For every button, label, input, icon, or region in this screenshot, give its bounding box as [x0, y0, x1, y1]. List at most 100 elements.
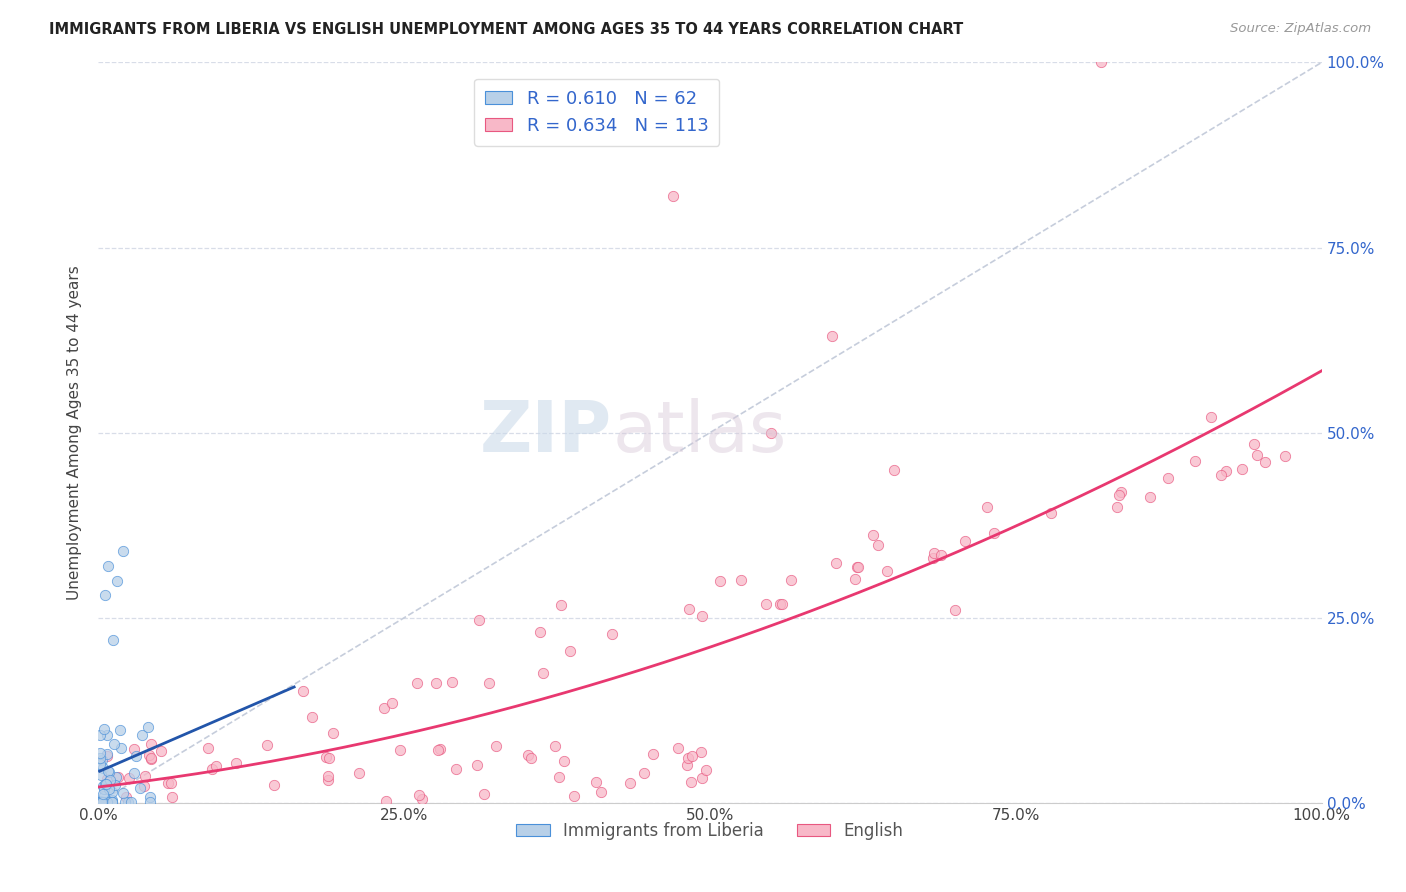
- Point: [408, 788, 430, 802]
- Point: [114, 795, 136, 809]
- Point: [529, 624, 551, 639]
- Point: [769, 597, 792, 611]
- Point: [1243, 437, 1265, 451]
- Point: [862, 528, 884, 542]
- Point: [139, 751, 162, 765]
- Point: [373, 701, 395, 715]
- Point: [225, 756, 247, 770]
- Point: [1105, 500, 1128, 514]
- Point: [1040, 506, 1063, 520]
- Point: [866, 538, 889, 552]
- Point: [591, 785, 613, 799]
- Text: atlas: atlas: [612, 398, 786, 467]
- Point: [1108, 488, 1130, 502]
- Point: [105, 770, 128, 784]
- Point: [953, 533, 976, 548]
- Point: [1184, 454, 1206, 468]
- Point: [472, 787, 495, 801]
- Point: [90, 795, 112, 809]
- Point: [110, 741, 132, 756]
- Point: [676, 758, 699, 772]
- Point: [662, 188, 685, 202]
- Point: [90, 795, 112, 809]
- Point: [929, 548, 952, 562]
- Point: [125, 748, 148, 763]
- Point: [138, 747, 160, 762]
- Point: [256, 738, 278, 752]
- Point: [1139, 490, 1161, 504]
- Point: [709, 574, 731, 588]
- Point: [291, 684, 314, 698]
- Point: [1274, 450, 1296, 464]
- Point: [922, 550, 945, 565]
- Point: [90, 753, 112, 767]
- Point: [560, 643, 582, 657]
- Point: [93, 779, 115, 793]
- Point: [441, 675, 464, 690]
- Point: [97, 764, 120, 778]
- Point: [93, 761, 115, 775]
- Point: [111, 786, 134, 800]
- Point: [89, 795, 111, 809]
- Point: [90, 795, 112, 809]
- Point: [519, 751, 541, 765]
- Point: [544, 739, 567, 754]
- Point: [105, 574, 128, 588]
- Point: [406, 676, 429, 690]
- Point: [924, 545, 946, 559]
- Point: [585, 775, 607, 789]
- Point: [381, 696, 404, 710]
- Point: [93, 782, 115, 797]
- Point: [118, 772, 141, 786]
- Point: [374, 794, 396, 808]
- Point: [315, 749, 337, 764]
- Point: [845, 559, 868, 574]
- Point: [553, 754, 575, 768]
- Point: [465, 758, 488, 772]
- Point: [619, 776, 641, 790]
- Point: [97, 558, 120, 573]
- Point: [770, 597, 793, 611]
- Point: [90, 795, 112, 809]
- Point: [94, 776, 117, 790]
- Point: [156, 776, 179, 790]
- Point: [89, 757, 111, 772]
- Point: [101, 795, 124, 809]
- Point: [96, 728, 118, 742]
- Point: [96, 747, 118, 762]
- Point: [821, 329, 844, 343]
- Point: [681, 774, 703, 789]
- Point: [134, 769, 156, 783]
- Point: [93, 795, 115, 809]
- Point: [1230, 462, 1253, 476]
- Point: [695, 763, 717, 777]
- Point: [122, 765, 145, 780]
- Point: [104, 778, 127, 792]
- Point: [139, 752, 162, 766]
- Point: [1246, 448, 1268, 462]
- Point: [90, 768, 112, 782]
- Point: [132, 779, 155, 793]
- Point: [91, 787, 114, 801]
- Point: [90, 795, 112, 809]
- Point: [485, 739, 508, 754]
- Point: [89, 794, 111, 808]
- Point: [825, 556, 848, 570]
- Point: [131, 728, 153, 742]
- Point: [96, 772, 118, 787]
- Point: [633, 766, 655, 780]
- Point: [678, 601, 700, 615]
- Point: [117, 795, 139, 809]
- Point: [690, 771, 713, 785]
- Text: IMMIGRANTS FROM LIBERIA VS ENGLISH UNEMPLOYMENT AMONG AGES 35 TO 44 YEARS CORREL: IMMIGRANTS FROM LIBERIA VS ENGLISH UNEMP…: [49, 22, 963, 37]
- Text: ZIP: ZIP: [479, 398, 612, 467]
- Point: [98, 772, 121, 787]
- Point: [876, 564, 898, 578]
- Point: [98, 765, 121, 780]
- Point: [411, 791, 433, 805]
- Text: Source: ZipAtlas.com: Source: ZipAtlas.com: [1230, 22, 1371, 36]
- Point: [205, 759, 228, 773]
- Point: [115, 789, 138, 804]
- Point: [562, 789, 585, 803]
- Point: [89, 746, 111, 760]
